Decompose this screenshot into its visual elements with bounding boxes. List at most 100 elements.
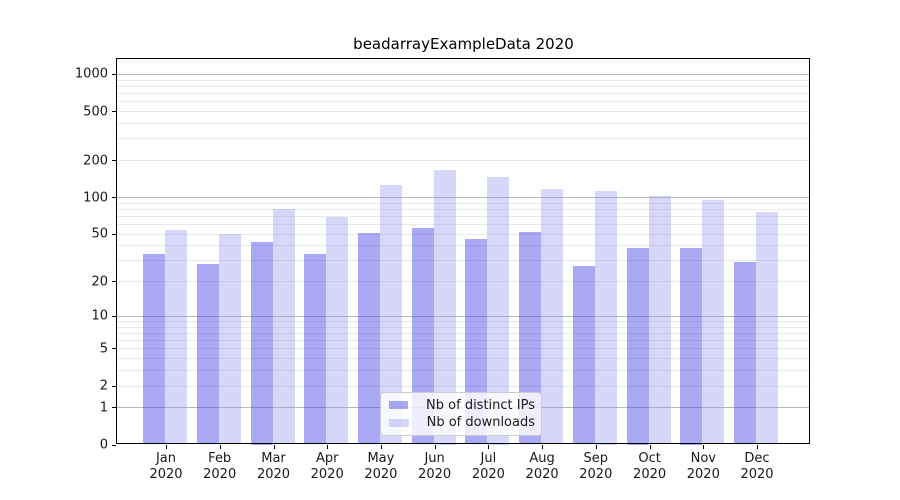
bar-downloads [487,176,510,445]
x-tick-label: Apr 2020 [297,451,357,483]
minor-gridline [117,358,810,360]
bar-distinct-ips [250,241,273,445]
bar-downloads [433,170,456,445]
y-tick-label: 1 [99,400,108,416]
x-tick-year: 2020 [471,466,505,482]
minor-gridline [117,93,810,95]
bar-downloads [326,217,349,445]
minor-gridline [117,321,810,322]
legend-item-downloads: Nb of downloads [387,415,535,430]
legend-swatch-distinct-ips [389,401,409,410]
chart-title: beadarrayExampleData 2020 [353,35,574,53]
bar-distinct-ips [304,253,327,445]
minor-gridline [117,245,810,247]
minor-gridline [117,215,810,217]
major-gridline [117,73,810,75]
bar-distinct-ips [519,231,542,445]
x-tick-label: Feb 2020 [190,451,250,483]
minor-gridline [117,138,810,140]
major-gridline [117,197,810,198]
x-tick-mark [273,444,275,449]
bar-distinct-ips [572,265,595,445]
x-tick-mark [542,444,544,449]
bar-downloads [702,199,725,445]
y-tick-mark [112,233,116,235]
x-tick-year: 2020 [203,466,237,482]
bar-downloads [272,208,295,445]
minor-gridline [117,326,810,328]
y-tick-mark [112,385,116,387]
bar-distinct-ips [734,262,756,445]
x-tick-mark [757,444,758,449]
x-tick-label: Nov 2020 [673,451,733,483]
x-tick-year: 2020 [364,466,398,482]
minor-gridline [117,79,810,81]
minor-gridline [117,281,810,283]
bar-distinct-ips [411,227,434,445]
x-tick-year: 2020 [256,466,291,482]
x-tick-year: 2020 [633,466,667,482]
x-tick-mark [380,444,382,449]
y-tick-label: 0 [99,437,108,453]
x-tick-year: 2020 [686,466,720,482]
legend-swatch-downloads [389,418,409,427]
minor-gridline [117,208,810,210]
bar-distinct-ips [196,263,219,445]
minor-gridline [117,370,810,372]
major-gridline [117,315,810,317]
minor-gridline [117,123,810,124]
y-tick-mark [112,281,116,283]
x-tick-year: 2020 [579,466,613,482]
x-tick-label: Jan 2020 [136,451,196,483]
minor-gridline [117,85,810,87]
y-tick-label: 10 [91,308,108,324]
y-tick-mark [112,407,116,409]
x-tick-mark [595,444,597,449]
y-tick-mark [112,348,116,350]
x-tick-label: Jul 2020 [458,451,518,483]
bar-distinct-ips [143,253,165,445]
y-tick-mark [112,315,116,317]
minor-gridline [117,348,810,350]
bar-distinct-ips [680,248,703,445]
x-tick-label: May 2020 [351,451,411,483]
legend: Nb of distinct IPs Nb of downloads [380,392,542,436]
bar-downloads [648,195,671,445]
x-tick-mark [434,444,436,449]
x-tick-mark [488,444,490,449]
x-tick-mark [166,444,167,449]
y-tick-mark [112,444,116,446]
bar-downloads [594,190,617,445]
minor-gridline [117,233,810,235]
y-tick-label: 200 [83,153,108,169]
x-tick-year: 2020 [525,466,559,482]
x-tick-label: Mar 2020 [244,451,304,483]
bar-distinct-ips [357,232,380,445]
x-tick-label: Sep 2020 [566,451,626,483]
x-tick-label: Aug 2020 [512,451,572,483]
y-tick-label: 1000 [74,66,108,82]
x-tick-year: 2020 [310,466,344,482]
bar-downloads [756,212,778,445]
minor-gridline [117,385,810,387]
minor-gridline [117,224,810,225]
bar-downloads [379,185,402,445]
minor-gridline [117,260,810,262]
y-tick-label: 5 [99,341,108,357]
minor-gridline [117,333,810,334]
minor-gridline [117,340,810,342]
y-tick-label: 500 [83,104,108,120]
x-tick-year: 2020 [740,466,774,482]
x-tick-label: Jun 2020 [405,451,465,483]
y-tick-label: 100 [83,190,108,205]
plot-border [116,58,810,444]
y-tick-mark [112,73,116,75]
y-tick-label: 50 [91,226,108,242]
bar-downloads [165,229,187,445]
y-tick-mark [112,111,116,113]
minor-gridline [117,160,810,162]
x-tick-mark [703,444,705,449]
bar-distinct-ips [626,248,649,445]
x-tick-mark [219,444,221,449]
y-tick-mark [112,197,116,198]
